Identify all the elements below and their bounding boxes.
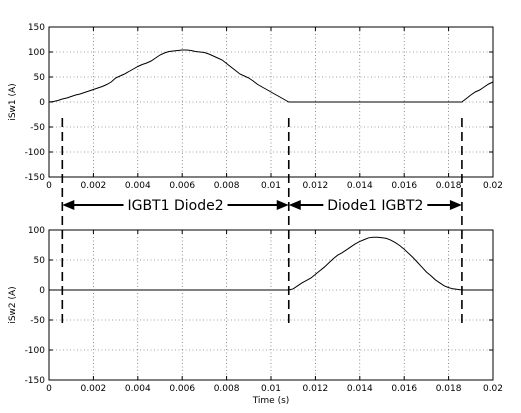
y-tick-label: 100 [28, 226, 45, 236]
x-tick-label: 0.014 [347, 384, 373, 394]
y-tick-label: -50 [30, 316, 45, 326]
x-tick-label: 0.008 [214, 384, 240, 394]
y-tick-label: 0 [39, 286, 45, 296]
plot-frame [48, 229, 494, 381]
x-tick-label: 0.008 [214, 181, 240, 191]
x-tick-label: 0.02 [483, 181, 503, 191]
y-tick-label: -100 [25, 346, 46, 356]
y-tick-label: 150 [28, 23, 45, 33]
y-tick-label: 50 [34, 256, 46, 266]
x-tick-label: 0.018 [436, 181, 462, 191]
plot-top: 0 0.002 0.004 0.006 0.008 0.01 0.012 0.014 0.016… [8, 23, 503, 191]
x-tick-label: 0.004 [125, 181, 151, 191]
arrow-head-right [276, 200, 289, 210]
y-tick-label: -150 [25, 376, 46, 386]
overlay-annotations: IGBT1 Diode2 Diode1 IGBT2 [61, 118, 463, 326]
x-tick-label: 0.02 [483, 384, 503, 394]
x-tick-label: 0.002 [81, 384, 107, 394]
arrow-head-left [62, 200, 75, 210]
arrow-head-right [449, 200, 462, 210]
x-tick-label: 0.01 [261, 181, 281, 191]
plot-bottom: 0 0.002 0.004 0.006 0.008 0.01 0.012 0.014 0.016… [8, 226, 503, 406]
y-tick-label: 100 [28, 48, 45, 58]
y-tick-label: 50 [34, 73, 46, 83]
current-trace [49, 236, 493, 291]
x-tick-label: 0.002 [81, 181, 107, 191]
x-tick-label: 0.012 [303, 384, 329, 394]
y-axis-label: iSw1 (A) [8, 83, 18, 120]
x-tick-label: 0.016 [391, 181, 417, 191]
label-bg [123, 195, 228, 215]
x-tick-label: 0.006 [169, 181, 195, 191]
y-tick-label: -100 [25, 148, 46, 158]
plot-frame [48, 26, 494, 178]
x-axis-label: Time (s) [252, 396, 290, 406]
region-label-left: IGBT1 Diode2 [127, 198, 223, 214]
label-bg [323, 195, 428, 215]
y-tick-label: 0 [39, 98, 45, 108]
x-tick-label: 0.014 [347, 181, 373, 191]
y-tick-label: -150 [25, 173, 46, 183]
x-tick-label: 0 [46, 384, 52, 394]
x-tick-label: 0.018 [436, 384, 462, 394]
current-trace [48, 49, 494, 103]
y-tick-label: -50 [30, 123, 45, 133]
arrow-head-left [288, 200, 301, 210]
region-label-right: Diode1 IGBT2 [327, 198, 423, 214]
y-axis-label: iSw2 (A) [8, 286, 18, 323]
x-tick-label: 0.016 [391, 384, 417, 394]
x-tick-label: 0.004 [125, 384, 151, 394]
x-tick-label: 0.006 [169, 384, 195, 394]
x-tick-label: 0.012 [303, 181, 329, 191]
x-tick-label: 0 [46, 181, 52, 191]
x-tick-label: 0.01 [261, 384, 281, 394]
